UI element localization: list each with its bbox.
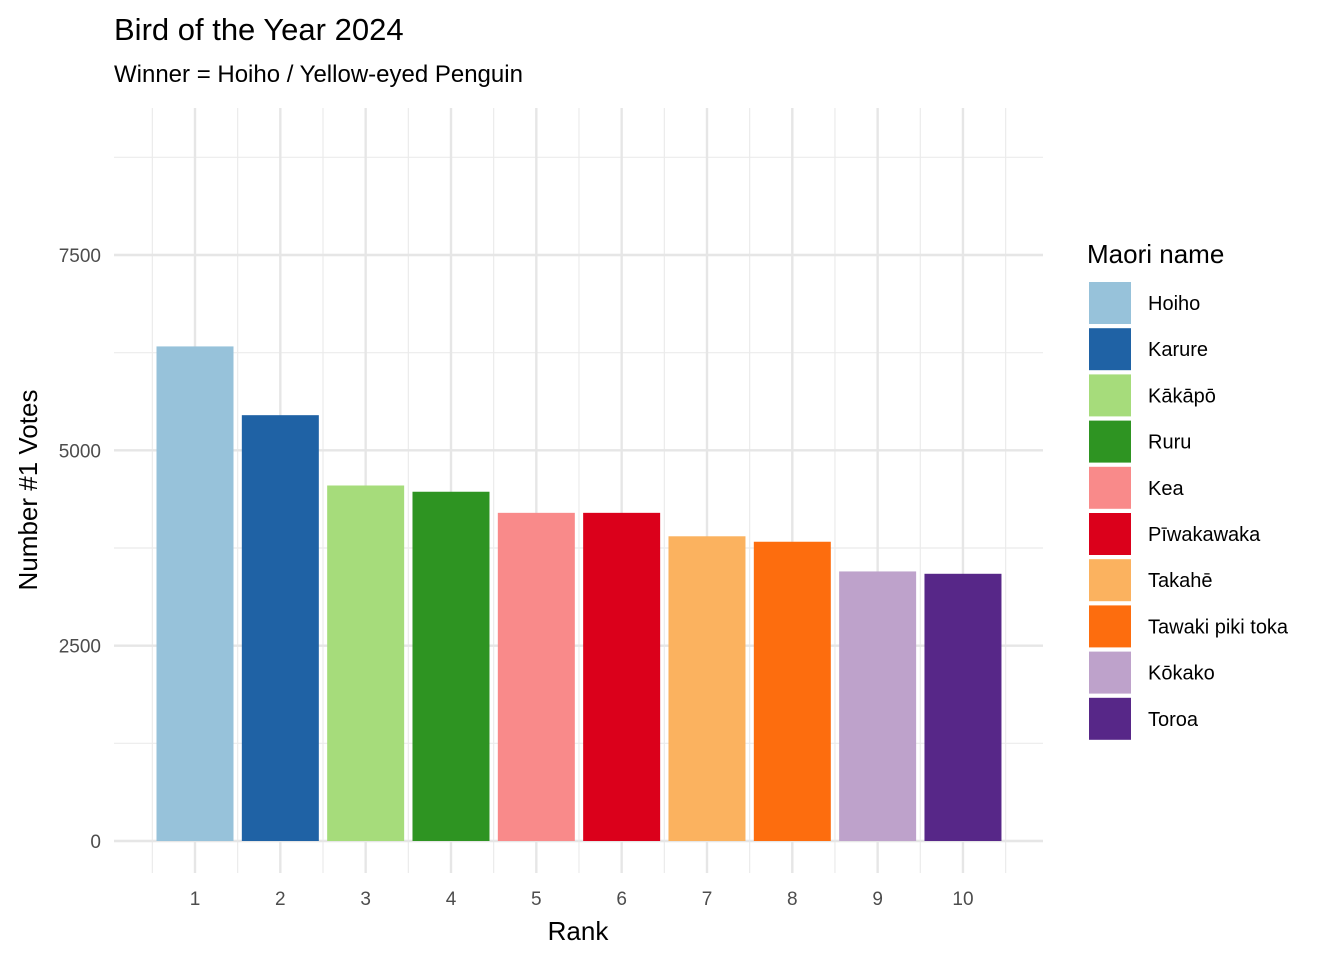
legend-swatch — [1089, 605, 1131, 648]
x-tick-label: 3 — [360, 889, 371, 910]
legend-label: Ruru — [1148, 432, 1191, 454]
y-axis-title: Number #1 Votes — [13, 390, 43, 591]
bar-rank-7 — [668, 536, 746, 841]
bar-rank-4 — [412, 491, 490, 841]
x-axis-ticks: 1 2 3 4 5 6 7 8 9 10 — [190, 889, 974, 910]
x-tick-label: 9 — [872, 889, 883, 910]
legend-swatch — [1089, 420, 1131, 463]
x-axis-title: Rank — [548, 916, 610, 946]
legend-label: Tawaki piki toka — [1148, 616, 1289, 638]
x-tick-label: 4 — [446, 889, 457, 910]
legend-swatch — [1089, 328, 1131, 371]
bar-rank-8 — [753, 541, 831, 841]
legend-swatch — [1089, 374, 1131, 417]
legend-title: Maori name — [1087, 239, 1224, 269]
bar-rank-3 — [327, 485, 405, 841]
bars — [156, 346, 1002, 841]
y-tick-label: 7500 — [59, 246, 101, 267]
bar-rank-9 — [839, 571, 917, 841]
x-tick-label: 6 — [616, 889, 627, 910]
y-tick-label: 5000 — [59, 441, 101, 462]
legend-swatch — [1089, 466, 1131, 509]
legend-swatch — [1089, 651, 1131, 694]
x-tick-label: 10 — [952, 889, 973, 910]
legend-items: Hoiho Karure Kākāpō Ruru Kea Pīwakawaka Takahē… — [1089, 282, 1289, 740]
legend-swatch — [1089, 559, 1131, 602]
legend-label: Hoiho — [1148, 293, 1200, 315]
chart-title: Bird of the Year 2024 — [114, 12, 404, 47]
legend-label: Toroa — [1148, 709, 1199, 731]
x-tick-label: 7 — [702, 889, 713, 910]
bar-rank-10 — [924, 573, 1002, 841]
legend-label: Pīwakawaka — [1148, 524, 1261, 546]
x-tick-label: 1 — [190, 889, 201, 910]
x-tick-label: 5 — [531, 889, 542, 910]
legend-label: Kōkako — [1148, 663, 1215, 685]
y-tick-label: 0 — [90, 832, 101, 853]
bar-rank-1 — [156, 346, 234, 841]
bar-rank-2 — [241, 415, 319, 841]
legend-swatch — [1089, 513, 1131, 555]
y-tick-label: 2500 — [59, 637, 101, 658]
chart-subtitle: Winner = Hoiho / Yellow-eyed Penguin — [114, 61, 523, 88]
bar-rank-5 — [497, 512, 575, 841]
x-tick-label: 2 — [275, 889, 286, 910]
legend-swatch — [1089, 697, 1131, 740]
legend-label: Kea — [1148, 478, 1184, 500]
legend-label: Takahē — [1148, 570, 1213, 592]
legend: Maori name Hoiho Karure Kākāpō Ruru Kea Pīwak… — [1087, 239, 1289, 740]
legend-swatch — [1089, 282, 1131, 324]
x-tick-label: 8 — [787, 889, 798, 910]
legend-label: Kākāpō — [1148, 385, 1216, 407]
bar-rank-6 — [583, 512, 661, 841]
legend-label: Karure — [1148, 339, 1208, 361]
y-axis-ticks: 0 2500 5000 7500 — [59, 246, 101, 853]
